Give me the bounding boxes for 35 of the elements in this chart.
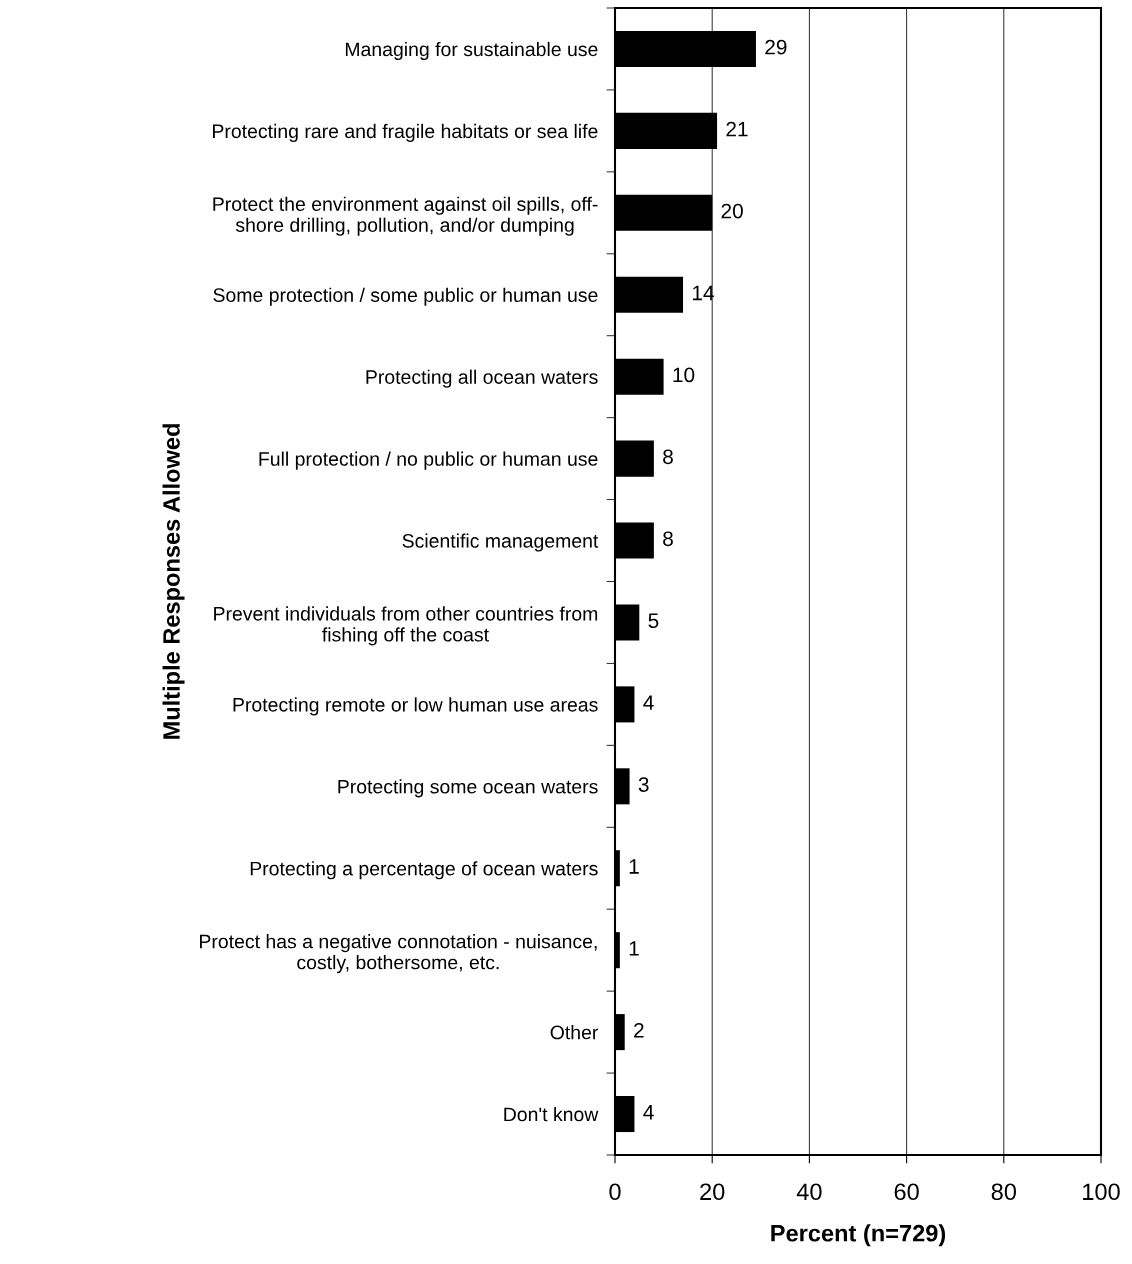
y-tick-label: Scientific management — [402, 533, 599, 552]
x-tick-label: 100 — [1083, 1183, 1120, 1201]
data-label: 20 — [721, 203, 743, 219]
y-tick-label: Some protection / some public or human use — [213, 287, 598, 306]
data-label: 8 — [663, 531, 673, 547]
data-label: 29 — [765, 39, 787, 55]
data-label: 3 — [638, 777, 649, 792]
y-tick-label: Prevent individuals from other countries from fishing off the coast — [214, 606, 598, 646]
y-tick-label: Protecting all ocean waters — [366, 369, 598, 388]
y-tick-label: Protecting a percentage of ocean waters — [250, 861, 598, 880]
y-tick-label: Don't know — [504, 1106, 599, 1122]
y-tick-label: Protecting some ocean waters — [338, 779, 598, 798]
x-tick-label: 20 — [700, 1183, 725, 1201]
data-label: 4 — [643, 695, 654, 710]
data-label: 10 — [673, 367, 695, 383]
y-tick-label: Protecting remote or low human use areas — [233, 697, 598, 716]
y-tick-label: Protect the environment against oil spills, off- shore drilling, pollution, and/or dumping — [213, 196, 598, 236]
x-tick-label: 60 — [894, 1183, 919, 1201]
y-tick-label: Other — [550, 1025, 599, 1040]
x-tick-label: 80 — [991, 1183, 1017, 1201]
y-tick-label: Protecting rare and fragile habitats or sea life — [213, 123, 598, 142]
data-label: 2 — [634, 1022, 644, 1038]
data-label: 1 — [629, 859, 639, 874]
data-label: 1 — [629, 941, 639, 956]
y-tick-label: Full protection / no public or human use — [259, 451, 598, 470]
x-tick-label: 0 — [609, 1183, 621, 1201]
data-label: 21 — [726, 121, 748, 137]
x-tick-label: 40 — [796, 1183, 822, 1201]
x-axis-title: Percent (n=729) — [771, 1224, 946, 1247]
data-label: 5 — [648, 613, 659, 629]
y-tick-label: Managing for sustainable use — [345, 41, 598, 61]
y-tick-label: Protect has a negative connotation - nuisance, costly, bothersome, etc. — [200, 934, 597, 974]
data-label: 8 — [663, 449, 673, 465]
data-label: 4 — [643, 1105, 654, 1120]
y-axis-title: Multiple Responses Allowed — [162, 424, 185, 739]
